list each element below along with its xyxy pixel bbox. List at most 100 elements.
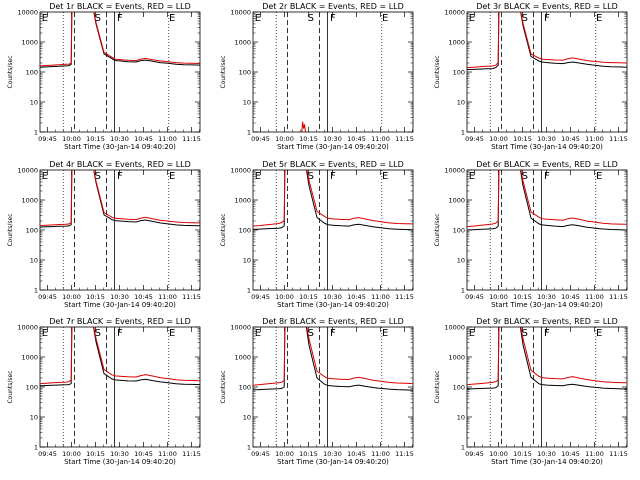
x-tick-label: 11:00	[585, 293, 604, 301]
y-tick-label: 10	[457, 413, 465, 421]
x-tick-label: 11:00	[371, 293, 390, 301]
x-tick-label: 11:00	[585, 135, 604, 143]
x-tick-label: 10:45	[347, 450, 366, 458]
lld-series-line	[40, 327, 200, 385]
y-tick-label: 100	[239, 226, 251, 234]
marker-label-f: F	[117, 328, 123, 339]
x-tick-label: 11:15	[395, 135, 414, 143]
x-tick-label: 10:30	[537, 135, 556, 143]
x-tick-label: 11:15	[395, 450, 414, 458]
marker-label-s: S	[308, 13, 314, 24]
panel-det-9: Det 9r BLACK = Events, RED = LLD 1 10 100 10…	[434, 317, 628, 466]
events-series-line	[467, 12, 627, 71]
x-axis-label: Start Time (30-Jan-14 09:40:20)	[277, 143, 389, 151]
lld-series-line	[40, 170, 200, 227]
y-axis-label: Counts/sec	[220, 370, 227, 403]
x-tick-label: 10:30	[323, 450, 342, 458]
x-tick-label: 10:00	[275, 135, 294, 143]
y-tick-label: 10	[243, 413, 251, 421]
x-tick-label: 10:45	[134, 135, 153, 143]
marker-label-e: E	[596, 13, 602, 24]
x-tick-label: 11:00	[585, 450, 604, 458]
y-tick-label: 1	[34, 286, 38, 294]
marker-label-s: S	[522, 171, 528, 182]
marker-label-e: E	[42, 328, 48, 339]
y-tick-label: 10000	[444, 323, 465, 331]
x-tick-label: 10:15	[86, 450, 105, 458]
x-tick-label: 09:45	[465, 293, 484, 301]
plot-frame	[252, 11, 414, 133]
x-tick-label: 10:15	[299, 450, 318, 458]
panel-det-3: Det 3r BLACK = Events, RED = LLD 1 10 100 10…	[434, 2, 628, 151]
panel-det-6: Det 6r BLACK = Events, RED = LLD 1 10 100 10…	[434, 160, 628, 309]
events-series-line	[467, 170, 627, 231]
y-axis-label: Counts/sec	[434, 55, 441, 88]
x-tick-label: 10:30	[110, 450, 129, 458]
y-tick-label: 10	[243, 98, 251, 106]
marker-label-e: E	[255, 328, 261, 339]
y-tick-label: 10	[457, 256, 465, 264]
lld-series-line	[40, 12, 200, 67]
y-tick-label: 1000	[234, 353, 251, 361]
marker-label-s: S	[95, 328, 101, 339]
y-tick-label: 10	[30, 98, 38, 106]
y-tick-label: 1	[461, 443, 465, 451]
panel-title: Det 6r BLACK = Events, RED = LLD	[476, 160, 618, 169]
marker-label-e: E	[42, 171, 48, 182]
marker-label-s: S	[308, 328, 314, 339]
lld-series-line	[253, 170, 413, 227]
x-tick-label: 10:00	[489, 450, 508, 458]
marker-label-e: E	[469, 328, 475, 339]
y-tick-label: 1000	[234, 38, 251, 46]
x-tick-label: 11:00	[158, 135, 177, 143]
panel-title: Det 9r BLACK = Events, RED = LLD	[476, 317, 618, 326]
y-axis-label: Counts/sec	[220, 55, 227, 88]
x-tick-label: 09:45	[465, 450, 484, 458]
marker-label-e: E	[469, 171, 475, 182]
y-tick-label: 10	[457, 98, 465, 106]
x-tick-label: 10:00	[489, 135, 508, 143]
x-tick-label: 11:15	[182, 135, 201, 143]
x-tick-label: 09:45	[38, 135, 57, 143]
marker-label-e: E	[42, 13, 48, 24]
panel-title: Det 3r BLACK = Events, RED = LLD	[476, 2, 618, 11]
y-axis-label: Counts/sec	[7, 370, 14, 403]
events-series-line	[40, 170, 200, 228]
marker-label-e: E	[469, 13, 475, 24]
x-axis-label: Start Time (30-Jan-14 09:40:20)	[64, 143, 176, 151]
x-axis-label: Start Time (30-Jan-14 09:40:20)	[64, 301, 176, 309]
x-tick-label: 10:30	[537, 293, 556, 301]
marker-label-e: E	[169, 171, 175, 182]
x-axis-label: Start Time (30-Jan-14 09:40:20)	[64, 458, 176, 466]
x-tick-label: 10:45	[347, 135, 366, 143]
marker-label-e: E	[169, 328, 175, 339]
x-tick-label: 09:45	[251, 293, 270, 301]
x-tick-label: 10:30	[110, 135, 129, 143]
x-tick-label: 10:00	[275, 450, 294, 458]
y-tick-label: 1000	[21, 353, 38, 361]
marker-label-f: F	[117, 13, 123, 24]
events-series-line	[253, 327, 413, 391]
y-tick-label: 10000	[444, 166, 465, 174]
marker-label-f: F	[544, 328, 550, 339]
y-tick-label: 10000	[230, 323, 251, 331]
marker-label-f: F	[117, 171, 123, 182]
x-axis-label: Start Time (30-Jan-14 09:40:20)	[491, 143, 603, 151]
y-tick-label: 100	[239, 383, 251, 391]
panel-det-7: Det 7r BLACK = Events, RED = LLD 1 10 100 10…	[7, 317, 201, 466]
marker-label-s: S	[95, 171, 101, 182]
x-tick-label: 10:00	[62, 293, 81, 301]
y-tick-label: 1000	[234, 196, 251, 204]
y-tick-label: 10000	[17, 323, 38, 331]
panel-det-1: Det 1r BLACK = Events, RED = LLD 1 10 100 10…	[7, 2, 201, 151]
y-tick-label: 10000	[230, 8, 251, 16]
x-tick-label: 10:45	[561, 450, 580, 458]
marker-label-f: F	[544, 13, 550, 24]
plot-frame	[252, 326, 414, 448]
lld-series-line	[253, 327, 413, 386]
x-tick-label: 10:45	[134, 450, 153, 458]
x-tick-label: 09:45	[38, 450, 57, 458]
marker-label-e: E	[255, 171, 261, 182]
marker-label-e: E	[169, 13, 175, 24]
x-tick-label: 09:45	[38, 293, 57, 301]
